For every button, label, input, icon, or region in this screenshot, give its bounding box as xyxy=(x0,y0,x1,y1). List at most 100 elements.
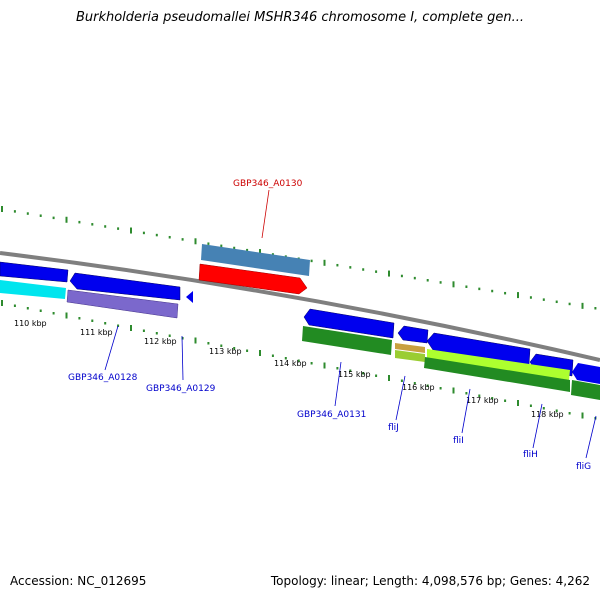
tick-mark xyxy=(26,307,29,310)
tick-mark xyxy=(284,357,287,360)
tick-mark xyxy=(529,296,532,299)
tick-mark xyxy=(181,238,184,241)
gene-feature[interactable] xyxy=(0,261,69,283)
tick-mark xyxy=(297,359,300,362)
tick-mark xyxy=(555,409,558,412)
gene-label-fliI[interactable]: fliI xyxy=(453,436,464,446)
ruler-tick-label: 110 kbp xyxy=(14,319,47,328)
tick-mark xyxy=(246,248,249,252)
tick-mark xyxy=(568,412,571,415)
tick-mark xyxy=(142,231,145,235)
gene-label-fliG[interactable]: fliG xyxy=(576,462,591,472)
tick-mark xyxy=(413,276,416,280)
tick-mark xyxy=(491,289,494,293)
tick-mark xyxy=(336,367,339,370)
tick-mark xyxy=(65,216,68,223)
tick-mark xyxy=(65,312,68,319)
tick-mark xyxy=(568,302,571,306)
gene-label-fliJ[interactable]: fliJ xyxy=(388,423,399,433)
tick-mark xyxy=(388,375,390,381)
tick-mark xyxy=(413,382,416,385)
gene-label-A0131[interactable]: GBP346_A0131 xyxy=(297,410,366,420)
gene-feature[interactable] xyxy=(198,263,308,295)
tick-mark xyxy=(13,304,16,307)
tick-mark xyxy=(491,397,494,400)
tick-mark xyxy=(452,281,455,288)
gene-label-fliH[interactable]: fliH xyxy=(523,450,538,460)
tick-mark xyxy=(233,347,236,350)
ruler-labels: 110 kbp 111 kbp 112 kbp 113 kbp 114 kbp … xyxy=(14,319,564,419)
tick-mark xyxy=(542,298,545,301)
gene-feature[interactable] xyxy=(66,289,179,319)
tick-mark xyxy=(220,344,223,347)
tick-mark xyxy=(426,384,429,387)
ruler-tick-label: 113 kbp xyxy=(209,347,242,356)
tick-mark xyxy=(581,412,584,419)
tick-mark xyxy=(349,369,352,372)
tick-mark xyxy=(362,372,365,375)
tick-mark xyxy=(52,216,55,220)
gene-feature[interactable] xyxy=(303,308,395,339)
tick-mark xyxy=(529,404,532,407)
ruler-tick-label: 117 kbp xyxy=(466,396,499,405)
gene-feature[interactable] xyxy=(571,380,600,400)
tick-mark xyxy=(259,249,261,256)
tick-mark xyxy=(91,319,94,322)
tick-mark xyxy=(194,238,197,245)
tick-mark xyxy=(39,214,42,217)
gene-label-A0128[interactable]: GBP346_A0128 xyxy=(68,373,138,383)
tick-mark xyxy=(104,322,107,325)
tick-mark xyxy=(310,259,313,263)
gene-feature[interactable] xyxy=(427,349,570,380)
ruler-tick-label: 115 kbp xyxy=(338,370,371,379)
tick-mark xyxy=(271,354,274,357)
tick-mark xyxy=(478,394,481,397)
gene-feature[interactable] xyxy=(424,357,570,392)
gene-labels: GBP346_A0130 GBP346_A0128 GBP346_A0129 G… xyxy=(68,179,591,472)
tick-mark xyxy=(91,223,94,226)
tick-mark xyxy=(78,220,81,224)
tick-mark xyxy=(400,274,403,278)
ruler-tick-label: 118 kbp xyxy=(531,410,564,419)
tick-mark xyxy=(581,302,584,309)
gene-feature[interactable] xyxy=(69,272,181,301)
gene-feature[interactable] xyxy=(572,363,600,384)
tick-mark xyxy=(478,287,481,291)
gene-feature[interactable] xyxy=(395,343,425,353)
tick-mark xyxy=(271,253,274,256)
gene-feature[interactable] xyxy=(186,291,193,303)
ruler-tick-label: 112 kbp xyxy=(144,337,177,346)
tick-mark xyxy=(323,362,326,369)
tick-mark xyxy=(555,300,558,304)
tick-mark xyxy=(130,325,132,331)
accession-text: Accession: NC_012695 xyxy=(10,574,147,588)
tick-mark xyxy=(594,307,597,310)
gene-label-leaders xyxy=(104,189,597,459)
tick-mark xyxy=(465,392,468,395)
tick-mark xyxy=(181,337,184,340)
tick-mark xyxy=(504,399,507,402)
tick-mark xyxy=(388,270,390,277)
ruler-tick-label: 114 kbp xyxy=(274,359,307,368)
tick-mark xyxy=(349,266,352,269)
ruler-tick-label: 111 kbp xyxy=(80,328,113,337)
forward-strand-track xyxy=(302,308,600,400)
gene-feature[interactable] xyxy=(397,325,429,344)
tick-mark xyxy=(439,387,442,390)
gene-feature[interactable] xyxy=(201,244,310,276)
gene-label-A0130[interactable]: GBP346_A0130 xyxy=(233,179,303,189)
gene-feature[interactable] xyxy=(0,280,66,299)
gene-A0130-track xyxy=(198,244,310,295)
tick-mark xyxy=(52,312,55,315)
tick-mark xyxy=(117,324,120,327)
gene-label-A0129[interactable]: GBP346_A0129 xyxy=(146,384,216,394)
tick-mark xyxy=(194,337,197,344)
tick-mark xyxy=(517,400,519,406)
gene-feature[interactable] xyxy=(395,350,425,362)
gene-feature[interactable] xyxy=(302,326,392,355)
tick-mark xyxy=(130,227,132,234)
chromosome-backbone xyxy=(0,251,600,362)
tick-mark xyxy=(465,285,468,288)
tick-mark xyxy=(78,317,81,320)
